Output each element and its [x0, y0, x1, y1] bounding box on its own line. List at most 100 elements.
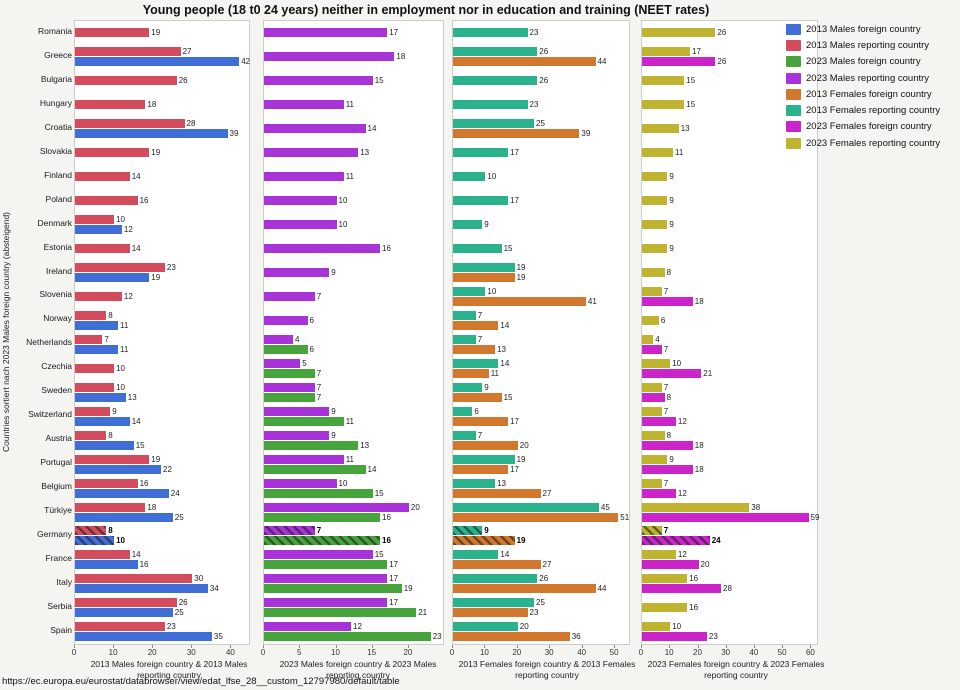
- x-tick-label: 60: [805, 648, 815, 657]
- bar: [453, 334, 476, 344]
- bar: [453, 632, 570, 642]
- country-label: Belgium: [41, 481, 72, 492]
- bar: [264, 52, 395, 62]
- bar-row: 19: [75, 141, 249, 165]
- bar-line: 39: [75, 129, 249, 139]
- panel-x-axis: 0 10 20 30 40: [71, 645, 264, 658]
- bar: [453, 478, 496, 488]
- bar-line: 11: [264, 416, 443, 426]
- bar-value-label: 24: [170, 488, 180, 498]
- bar-row: 26: [75, 69, 249, 93]
- bar-value-label: 39: [229, 129, 239, 139]
- bar-line: 10: [642, 622, 817, 632]
- bar-value-label: 8: [108, 310, 113, 320]
- country-label: Finland: [44, 169, 72, 180]
- bar: [642, 382, 662, 392]
- bar: [75, 622, 165, 632]
- bar-value-label: 25: [174, 608, 184, 618]
- bar: [264, 358, 301, 368]
- bar: [264, 574, 388, 584]
- bar: [264, 220, 337, 230]
- x-tick-mark: [452, 645, 453, 648]
- bar-row: 16: [264, 237, 443, 261]
- bar-value-label: 12: [123, 225, 133, 235]
- legend-item: 2013 Males foreign country: [786, 21, 940, 37]
- bar-line: 6: [264, 315, 443, 325]
- bar: [75, 464, 161, 474]
- x-tick-label: 0: [638, 648, 644, 657]
- bar-row: 13: [264, 141, 443, 165]
- bar-value-label: 26: [539, 76, 549, 86]
- bar: [453, 296, 586, 306]
- bar: [453, 430, 476, 440]
- bar-value-label: 9: [331, 268, 336, 277]
- country-label: Switzerland: [28, 409, 72, 420]
- bar-row: 19 22: [75, 452, 249, 476]
- x-tick-label: 0: [71, 648, 77, 657]
- bar: [75, 526, 107, 536]
- bar-line: 14: [264, 124, 443, 134]
- bar: [453, 536, 515, 546]
- bar-line: 4: [642, 334, 817, 344]
- panel-x-axis-title: 2013 Males foreign country & 2013 Males …: [90, 659, 248, 680]
- bar: [75, 632, 212, 642]
- bar: [453, 310, 476, 320]
- bar: [642, 632, 707, 642]
- legend-label: 2023 Females reporting country: [806, 137, 941, 149]
- bar-value-label: 26: [178, 76, 188, 86]
- bar-value-label: 15: [374, 488, 384, 498]
- bar-row: 25 23: [453, 596, 629, 620]
- legend: 2013 Males foreign country 2013 Males rep…: [786, 21, 940, 151]
- bar-value-label: 34: [209, 584, 219, 594]
- bar-value-label: 7: [663, 286, 669, 296]
- bar: [75, 244, 130, 254]
- x-tick-mark: [725, 645, 727, 648]
- bar-row: 9: [642, 237, 817, 261]
- bar: [642, 124, 679, 134]
- x-tick-label: 20: [693, 648, 702, 657]
- bar-row: 8: [642, 261, 817, 285]
- bar: [453, 440, 518, 450]
- bar-line: 18: [642, 464, 817, 474]
- bar: [264, 28, 388, 38]
- bar-line: 18: [75, 502, 249, 512]
- bar: [453, 76, 538, 86]
- bar-row: 7 13: [453, 332, 629, 356]
- legend-item: 2013 Males reporting country: [786, 37, 940, 53]
- bar-line: 15: [75, 440, 249, 450]
- bar-line: 10: [75, 382, 249, 392]
- x-tick-label: 30: [544, 648, 554, 657]
- bar-value-label: 9: [331, 406, 336, 416]
- bar-line: 14: [453, 550, 629, 560]
- bar: [75, 430, 107, 440]
- bar-line: 15: [453, 392, 629, 402]
- legend-item: 2023 Males foreign country: [786, 54, 940, 70]
- bar-value-label: 38: [751, 502, 761, 512]
- bar-row: 19: [75, 21, 249, 45]
- bar: [642, 286, 662, 296]
- bar: [453, 512, 619, 522]
- bar: [642, 526, 662, 536]
- bar: [642, 622, 671, 632]
- bar: [453, 584, 596, 594]
- bar: [642, 47, 690, 57]
- bar-row: 9: [264, 261, 443, 285]
- bar: [642, 502, 750, 512]
- bar-line: 26: [75, 76, 249, 86]
- bar: [75, 584, 208, 594]
- bar-line: 7: [642, 478, 817, 488]
- bar-line: 10: [642, 358, 817, 368]
- bar-row: 23 35: [75, 620, 249, 644]
- bar-row: 10: [75, 356, 249, 380]
- source-url: https://ec.europa.eu/eurostat/databrowse…: [2, 676, 400, 687]
- bar: [642, 76, 685, 86]
- bar-value-label: 23: [166, 263, 176, 272]
- bar: [642, 512, 809, 522]
- bar-value-label: 19: [151, 273, 161, 282]
- bar-line: 19: [264, 584, 443, 594]
- bar: [75, 47, 181, 57]
- bar-value-label: 18: [694, 296, 704, 306]
- bar: [642, 454, 668, 464]
- bar: [642, 550, 676, 560]
- legend-item: 2013 Females reporting country: [786, 102, 940, 118]
